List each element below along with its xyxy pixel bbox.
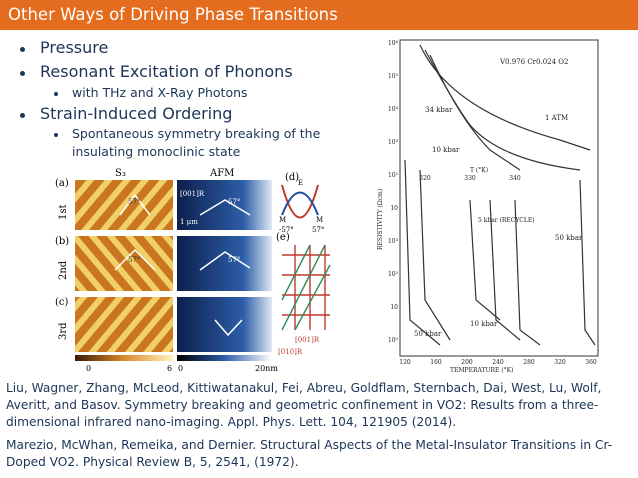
y-tick-label: 10² (388, 172, 399, 179)
annotation: [001]R (180, 190, 205, 198)
reference: Marezio, McWhan, Remeika, and Dernier. S… (6, 438, 613, 469)
row-label: 2nd (58, 260, 69, 280)
x-tick-label: 280 (523, 359, 535, 366)
annotation: E (298, 179, 303, 187)
column-label: AFM (209, 168, 234, 179)
annotation: 1 μm (180, 218, 198, 226)
panel-label: (e) (276, 232, 290, 243)
sub-bullet-dot (54, 92, 58, 96)
top-tick-label: 320 (419, 175, 431, 182)
annotation: 57° (228, 256, 240, 264)
row-label: 3rd (58, 322, 69, 340)
annotation: [010]R (278, 348, 303, 356)
y-tick-label: 10² (388, 271, 399, 278)
top-axis-label: T (°K) (470, 167, 488, 174)
x-tick-label: 240 (492, 359, 504, 366)
top-tick-label: 330 (464, 175, 476, 182)
sub-bullet: with THz and X-Ray Photons (72, 85, 248, 100)
x-tick-label: 360 (585, 359, 597, 366)
y-tick-label: 10 (390, 205, 398, 212)
row-label: 1st (58, 204, 69, 220)
annotation: 57° (312, 226, 324, 234)
y-tick-label: 10⁰ (388, 337, 399, 344)
y-tick-label: 10 (390, 304, 398, 311)
bullet-dot (20, 71, 25, 76)
bullet: Pressure (40, 38, 109, 57)
annotation: -57° (279, 226, 294, 234)
annotation: [001]R (295, 336, 320, 344)
annotation: M (279, 216, 286, 224)
curve-label: 10 kbar (432, 146, 460, 154)
curve-label: 5 kbar (RECYCLE) (478, 217, 535, 224)
annotation: M (316, 216, 323, 224)
scale-label: 0 (86, 364, 91, 373)
x-tick-label: 320 (554, 359, 566, 366)
reference: Liu, Wagner, Zhang, McLeod, Kittiwatanak… (6, 381, 602, 429)
curve-label: 10 kbar (470, 320, 498, 328)
scale-label: 20nm (255, 364, 278, 373)
panel-label: (c) (55, 297, 69, 308)
column-label: S₃ (115, 168, 126, 179)
y-tick-label: 10⁵ (388, 73, 399, 80)
curve-label: 50 kbar (414, 330, 442, 338)
y-tick-label: 10⁴ (388, 106, 399, 113)
panel-label: (a) (55, 178, 69, 189)
x-tick-label: 120 (399, 359, 411, 366)
y-tick-label: 10³ (388, 139, 399, 146)
x-tick-label: 160 (430, 359, 442, 366)
curve-label: 50 kbar (555, 234, 583, 242)
annotation: 57° (128, 256, 140, 264)
top-tick-label: 340 (509, 175, 521, 182)
y-axis-label: RESISTIVITY (Ωcm) (377, 189, 384, 250)
sub-bullet-dot (54, 133, 58, 137)
slide-title: Other Ways of Driving Phase Transitions (8, 5, 338, 24)
title-bar (0, 0, 638, 30)
y-tick-label: 10⁶ (388, 40, 399, 47)
bullet-dot (20, 113, 25, 118)
sub-bullet: Spontaneous symmetry breaking of the ins… (72, 126, 321, 159)
annotation: 57° (228, 198, 240, 206)
curve-label: 34 kbar (425, 106, 453, 114)
bullet: Strain-Induced Ordering (40, 104, 233, 123)
bullet-dot (20, 47, 25, 52)
scale-label: 6 (167, 364, 172, 373)
bullet: Resonant Excitation of Phonons (40, 62, 293, 81)
curve-label: 1 ATM (545, 114, 568, 122)
x-axis-label: TEMPERATURE (°K) (450, 367, 514, 374)
panel-label: (b) (55, 236, 69, 247)
right-figure: V0.976 Cr0.024 O2 RESISTIVITY (Ωcm) TEMP… (377, 39, 599, 374)
scale-label: 0 (178, 364, 183, 373)
left-figure: (a) (b) (c) (d) (e) S₃ AFM 1st 2nd 3rd 0… (55, 168, 331, 373)
compound-label: V0.976 Cr0.024 O2 (499, 58, 568, 66)
panel-label: (d) (285, 172, 299, 183)
x-tick-label: 200 (461, 359, 473, 366)
annotation: 57° (128, 198, 140, 206)
y-tick-label: 10³ (388, 238, 399, 245)
